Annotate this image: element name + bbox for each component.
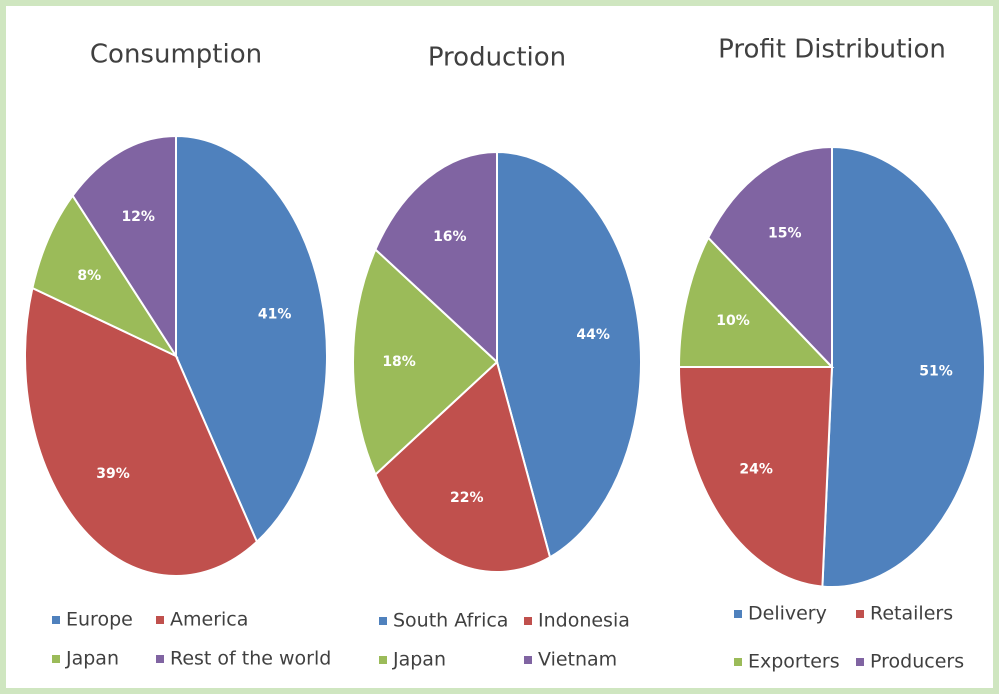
slice-label: 12% [121,209,155,225]
slice-label: 51% [919,364,953,380]
legend-swatch [524,656,532,664]
pie-slice [677,366,834,588]
pie-slice [71,134,177,360]
legend-swatch [379,617,387,625]
slice-label: 22% [450,490,484,506]
chart-title: Profit Distribution [718,35,946,65]
pie-slice [374,150,498,365]
pie-slice [352,247,499,477]
slice-label: 15% [768,226,802,242]
legend-swatch [524,617,532,625]
legend-label: Exporters [748,651,840,673]
legend-swatch [156,616,164,624]
legend-label: America [170,609,248,631]
legend-swatch [52,616,60,624]
legend-label: Retailers [870,603,953,625]
legend-label: Indonesia [538,610,630,632]
legend-swatch [156,655,164,663]
slice-label: 18% [382,354,416,370]
slice-label: 41% [258,306,292,322]
pie-slice [31,193,179,359]
slice-label: 8% [77,268,101,284]
legend-label: Europe [66,609,133,631]
pie-slice [707,145,833,370]
pie-slice [821,145,986,588]
legend-swatch [856,658,864,666]
legend-label: South Africa [393,610,508,632]
legend-swatch [856,610,864,618]
chart-title: Consumption [90,40,262,70]
pie-slice [24,286,259,577]
pie-slice [496,150,642,559]
chart-title: Production [428,43,566,73]
legend-label: Japan [392,649,446,671]
legend-swatch [52,655,60,663]
pie-slice [677,235,835,368]
slice-label: 39% [96,466,130,482]
slice-label: 10% [716,313,750,329]
legend-label: Delivery [748,603,827,625]
legend-label: Japan [65,648,119,670]
legend-swatch [734,610,742,618]
slice-label: 44% [576,327,610,343]
legend-swatch [734,658,742,666]
legend-swatch [379,656,387,664]
legend-label: Vietnam [538,649,617,671]
legend-label: Producers [870,651,964,673]
pie-slice [374,360,552,573]
slice-label: 24% [739,461,773,477]
slice-label: 16% [433,229,467,245]
legend-label: Rest of the world [170,648,331,670]
